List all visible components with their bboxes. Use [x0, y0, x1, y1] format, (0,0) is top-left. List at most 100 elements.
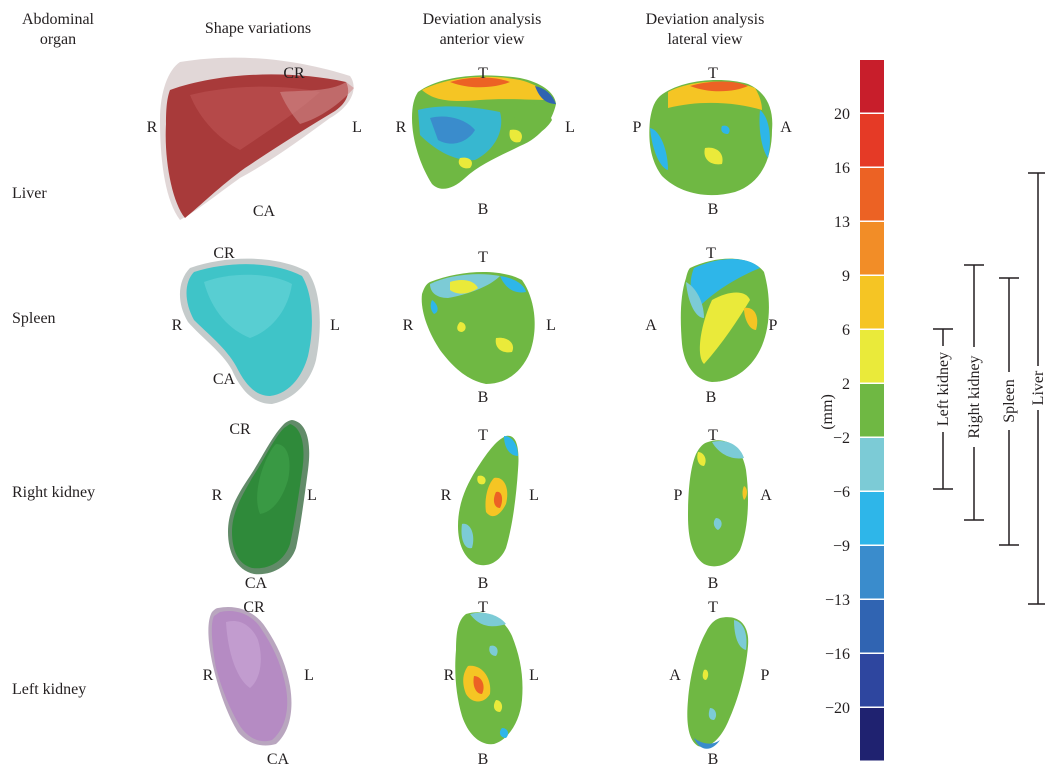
colorbar-tick-label: −2 — [833, 430, 850, 447]
left-kidney-shape-right: L — [304, 667, 314, 684]
left-kidney-lateral-labels: T A P B — [669, 599, 769, 768]
left-kidney-shape-bottom: CA — [267, 751, 290, 768]
range-bracket-left-kidney: Left kidney — [933, 328, 953, 490]
left-kidney-shape-top: CR — [243, 599, 265, 616]
liver-lateral-top: T — [708, 65, 718, 82]
spleen-anterior-right: L — [546, 317, 556, 334]
colorbar-segment — [860, 384, 884, 437]
right-kidney-shape-top: CR — [229, 421, 251, 438]
right-kidney-lateral-labels: T P A B — [674, 427, 773, 592]
spleen-lateral-left: A — [645, 317, 657, 334]
range-bracket-spleen: Spleen — [999, 277, 1019, 546]
liver-shape-left: R — [147, 119, 158, 136]
liver-anterior-right: L — [565, 119, 575, 136]
left-kidney-lateral-right: P — [761, 667, 770, 684]
header-anterior-line1: Deviation analysis — [423, 11, 542, 28]
colorbar-tick-label: −20 — [825, 700, 850, 717]
organ-label-spleen: Spleen — [12, 310, 56, 327]
right-kidney-lateral-top: T — [708, 427, 718, 444]
liver-anterior-left: R — [396, 119, 407, 136]
liver-lateral-bottom: B — [708, 201, 719, 218]
colorbar-tick-label: 6 — [842, 322, 850, 339]
spleen-lateral-render — [680, 258, 769, 382]
spleen-lateral-bottom: B — [706, 389, 717, 406]
left-kidney-anterior-render — [455, 612, 523, 745]
colorbar-tick-label: −13 — [825, 592, 850, 609]
spleen-shape-left: R — [172, 317, 183, 334]
right-kidney-shape-right: L — [307, 487, 317, 504]
right-kidney-shape-render — [228, 420, 310, 575]
right-kidney-lateral-bottom: B — [708, 575, 719, 592]
liver-anterior-bottom: B — [478, 201, 489, 218]
header-organ-line1: Abdominal — [22, 11, 95, 28]
range-bracket-liver: Liver — [1028, 172, 1045, 605]
spleen-shape-labels: CR R L CA — [172, 245, 340, 388]
colorbar-tick-label: 16 — [834, 160, 850, 177]
right-kidney-anterior-labels: T R L B — [441, 427, 539, 592]
colorbar-unit-label: (mm) — [819, 394, 836, 430]
organ-labels: Liver Spleen Right kidney Left kidney — [12, 185, 95, 698]
spleen-lateral-labels: T A P B — [645, 245, 777, 406]
liver-shape-right: L — [352, 119, 362, 136]
right-kidney-anterior-bottom: B — [478, 575, 489, 592]
range-label-right-kidney: Right kidney — [966, 355, 983, 438]
colorbar-ticks: 20 16 13 9 6 2 −2 −6 −9 −13 −16 −20 — [825, 106, 850, 717]
header-shape: Shape variations — [205, 20, 311, 37]
colorbar — [860, 60, 884, 761]
range-label-spleen: Spleen — [1001, 379, 1018, 423]
liver-lateral-render — [649, 80, 773, 196]
spleen-lateral-right: P — [769, 317, 778, 334]
liver-shape-bottom: CA — [253, 203, 276, 220]
spleen-anterior-left: R — [403, 317, 414, 334]
liver-anterior-top: T — [478, 65, 488, 82]
colorbar-tick-label: −6 — [833, 484, 850, 501]
colorbar-segment — [860, 114, 884, 167]
colorbar-segment — [860, 330, 884, 383]
range-label-liver: Liver — [1030, 370, 1045, 405]
right-kidney-lateral-right: A — [760, 487, 772, 504]
right-kidney-anterior-top: T — [478, 427, 488, 444]
left-kidney-lateral-bottom: B — [708, 751, 719, 768]
spleen-shape-render — [179, 258, 320, 404]
colorbar-segment — [860, 546, 884, 599]
range-label-left-kidney: Left kidney — [935, 352, 952, 426]
colorbar-tick-label: −9 — [833, 538, 850, 555]
left-kidney-lateral-left: A — [669, 667, 681, 684]
colorbar-tick-label: 2 — [842, 376, 850, 393]
colorbar-segment — [860, 276, 884, 329]
right-kidney-shape-bottom: CA — [245, 575, 268, 592]
header-organ-line2: organ — [40, 31, 76, 48]
column-headers: Abdominal organ Shape variations Deviati… — [22, 11, 764, 48]
right-kidney-shape-labels: CR R L CA — [212, 421, 317, 592]
header-lateral-line2: lateral view — [667, 31, 743, 48]
colorbar-tick-label: 9 — [842, 268, 850, 285]
organ-label-left-kidney: Left kidney — [12, 681, 86, 698]
header-lateral-line1: Deviation analysis — [646, 11, 765, 28]
spleen-shape-bottom: CA — [213, 371, 236, 388]
right-kidney-anterior-left: R — [441, 487, 452, 504]
organ-label-right-kidney: Right kidney — [12, 484, 95, 501]
spleen-anterior-labels: T R L B — [403, 249, 556, 406]
colorbar-tick-label: −16 — [825, 646, 850, 663]
left-kidney-lateral-top: T — [708, 599, 718, 616]
left-kidney-anterior-labels: T R L B — [444, 599, 539, 768]
range-bracket-right-kidney: Right kidney — [964, 264, 984, 521]
liver-shape-top: CR — [283, 65, 305, 82]
left-kidney-lateral-render — [687, 617, 749, 749]
spleen-anterior-bottom: B — [478, 389, 489, 406]
left-kidney-anterior-bottom: B — [478, 751, 489, 768]
left-kidney-shape-left: R — [203, 667, 214, 684]
left-kidney-anterior-right: L — [529, 667, 539, 684]
spleen-lateral-top: T — [706, 245, 716, 262]
spleen-anterior-render — [421, 271, 535, 384]
left-kidney-anterior-top: T — [478, 599, 488, 616]
organ-label-liver: Liver — [12, 185, 47, 202]
right-kidney-lateral-left: P — [674, 487, 683, 504]
right-kidney-shape-left: R — [212, 487, 223, 504]
colorbar-segment — [860, 600, 884, 653]
left-kidney-shape-render — [208, 606, 292, 746]
right-kidney-lateral-render — [688, 440, 748, 567]
header-anterior-line2: anterior view — [440, 31, 525, 48]
colorbar-tick-label: 20 — [834, 106, 850, 123]
